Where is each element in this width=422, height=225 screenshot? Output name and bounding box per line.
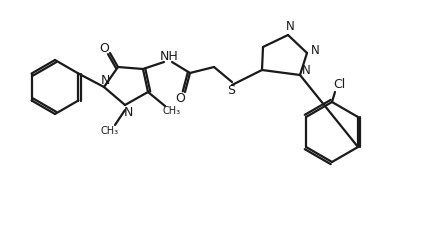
Text: N: N xyxy=(100,74,110,86)
Text: O: O xyxy=(175,92,185,104)
Text: N: N xyxy=(311,43,319,56)
Text: N: N xyxy=(286,20,295,34)
Text: Cl: Cl xyxy=(333,77,345,90)
Text: N: N xyxy=(302,63,310,76)
Text: NH: NH xyxy=(160,50,179,63)
Text: O: O xyxy=(99,41,109,54)
Text: S: S xyxy=(227,83,235,97)
Text: CH₃: CH₃ xyxy=(163,106,181,116)
Text: CH₃: CH₃ xyxy=(101,126,119,136)
Text: N: N xyxy=(123,106,133,119)
